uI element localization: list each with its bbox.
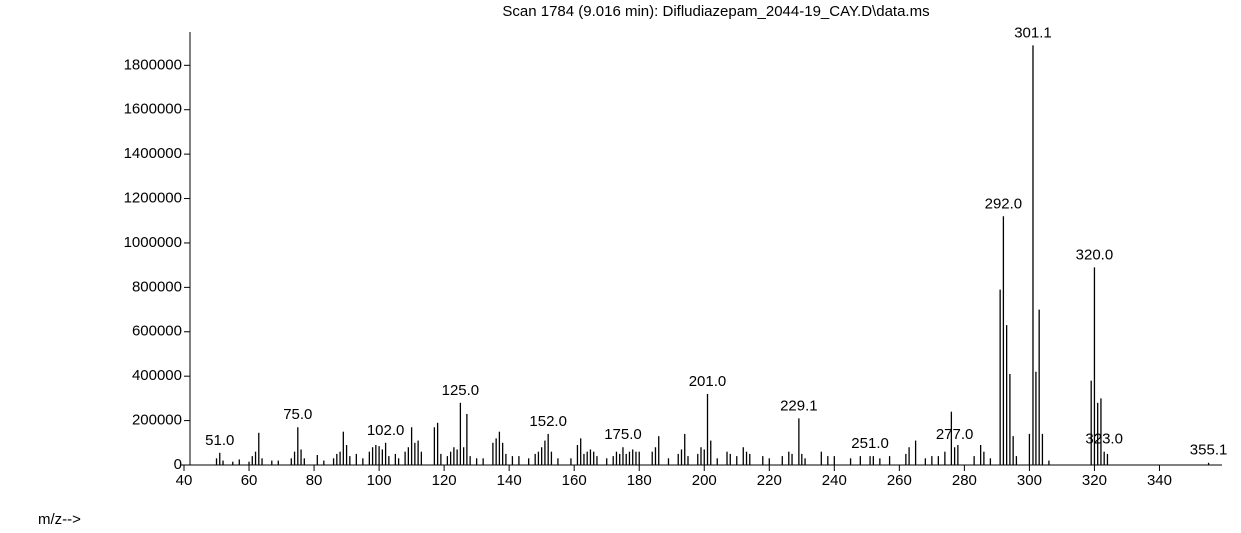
x-tick-label: 180 (627, 472, 652, 489)
peak-label: 175.0 (604, 426, 642, 443)
peak-label: 277.0 (936, 426, 974, 443)
x-tick-label: 120 (432, 472, 457, 489)
peak-label: 320.0 (1076, 246, 1114, 263)
peak-label: 292.0 (985, 195, 1023, 212)
y-tick-label: 1600000 (124, 101, 182, 118)
peak-label: 229.1 (780, 397, 818, 414)
y-tick-label: 1400000 (124, 145, 182, 162)
y-tick-label: 600000 (132, 323, 182, 340)
x-tick-label: 200 (692, 472, 717, 489)
y-tick-label: 1800000 (124, 56, 182, 73)
peak-label: 102.0 (367, 422, 405, 439)
x-tick-label: 80 (306, 472, 323, 489)
x-tick-label: 320 (1082, 472, 1107, 489)
x-tick-label: 140 (497, 472, 522, 489)
x-tick-label: 100 (367, 472, 392, 489)
x-tick-label: 60 (241, 472, 258, 489)
peak-label: 125.0 (442, 382, 480, 399)
peak-label: 323.0 (1085, 431, 1123, 448)
peak-label: 75.0 (283, 406, 312, 423)
x-tick-label: 300 (1017, 472, 1042, 489)
peak-label: 355.1 (1190, 442, 1228, 459)
y-tick-label: 1000000 (124, 234, 182, 251)
peak-label: 201.0 (689, 373, 727, 390)
y-tick-label: 0 (174, 456, 182, 473)
peak-label: 301.1 (1014, 24, 1052, 41)
y-tick-label: 800000 (132, 278, 182, 295)
x-tick-label: 40 (176, 472, 193, 489)
x-tick-label: 280 (952, 472, 977, 489)
x-tick-label: 260 (887, 472, 912, 489)
peak-label: 152.0 (529, 413, 567, 430)
x-tick-label: 240 (822, 472, 847, 489)
y-tick-label: 1200000 (124, 190, 182, 207)
chart-title: Scan 1784 (9.016 min): Difludiazepam_204… (502, 3, 929, 20)
x-tick-label: 340 (1147, 472, 1172, 489)
y-tick-label: 400000 (132, 367, 182, 384)
x-tick-label: 160 (562, 472, 587, 489)
y-tick-label: 200000 (132, 412, 182, 429)
peak-label: 251.0 (851, 435, 889, 452)
peak-label: 51.0 (205, 432, 234, 449)
x-tick-label: 220 (757, 472, 782, 489)
x-axis-label: m/z--> (38, 511, 81, 528)
